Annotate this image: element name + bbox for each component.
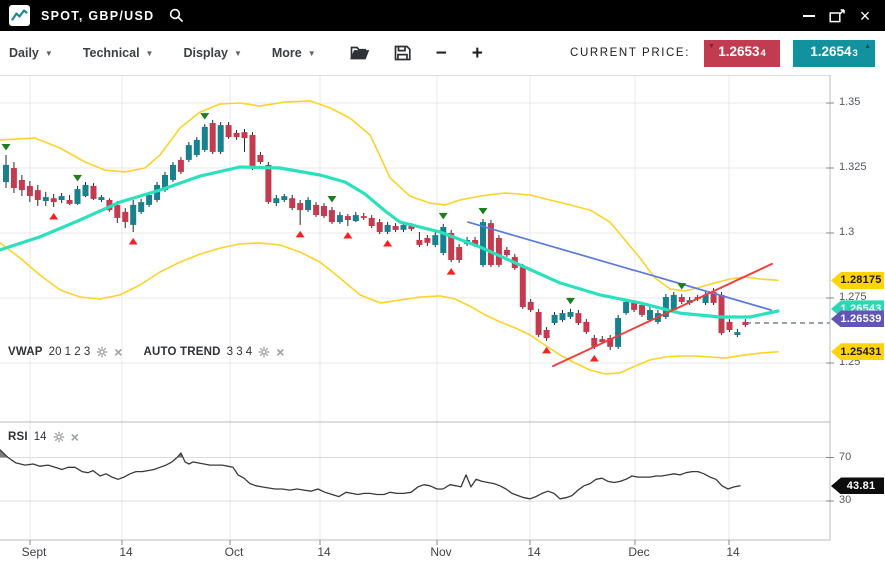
indicator-legend-rsi: RSI 14 ×: [8, 430, 79, 444]
close-icon: ×: [859, 5, 871, 26]
ask-price-pip: 3: [852, 47, 858, 59]
current-price-cluster: CURRENT PRICE: ▼ 1.2653 4 1.2654 3 ▲: [570, 39, 875, 67]
vwap-remove-icon[interactable]: ×: [114, 345, 122, 359]
minimize-icon: [803, 14, 815, 17]
zoom-out-button[interactable]: −: [436, 44, 447, 63]
rsi-remove-icon[interactable]: ×: [71, 430, 79, 444]
chevron-down-icon: ▼: [44, 48, 53, 58]
save-icon: [394, 45, 411, 61]
app-logo-icon: [9, 5, 30, 26]
menu-technical[interactable]: Technical ▼: [83, 46, 154, 60]
menu-display-label: Display: [183, 46, 228, 60]
close-icon: ×: [276, 344, 285, 360]
search-icon[interactable]: [169, 8, 184, 23]
save-button[interactable]: [394, 45, 411, 61]
arrow-up-icon: ▲: [864, 42, 871, 50]
menu-display[interactable]: Display ▼: [183, 46, 241, 60]
ask-price-badge: 1.2654 3 ▲: [793, 39, 875, 67]
close-icon: ×: [70, 429, 79, 445]
arrow-down-icon: ▼: [708, 42, 715, 50]
bid-price-badge: ▼ 1.2653 4: [704, 39, 780, 67]
bid-price-value: 1.2653: [718, 43, 760, 59]
close-button[interactable]: ×: [854, 5, 876, 27]
menu-technical-label: Technical: [82, 46, 140, 60]
auto-trend-params: 3 3 4: [226, 346, 253, 358]
auto-trend-settings-icon[interactable]: [258, 346, 270, 358]
chevron-down-icon: ▼: [233, 48, 242, 58]
menu-more[interactable]: More ▼: [272, 46, 316, 60]
rsi-label: RSI: [8, 431, 28, 443]
minimize-button[interactable]: [798, 5, 820, 27]
chevron-down-icon: ▼: [145, 48, 154, 58]
popout-icon: [829, 8, 845, 22]
vwap-settings-icon[interactable]: [96, 346, 108, 358]
current-price-label: CURRENT PRICE:: [570, 47, 690, 59]
ask-price-value: 1.2654: [810, 43, 852, 59]
auto-trend-remove-icon[interactable]: ×: [276, 345, 284, 359]
vwap-label: VWAP: [8, 346, 43, 358]
rsi-params: 14: [33, 431, 47, 443]
folder-open-icon: [349, 46, 369, 60]
plus-icon: +: [471, 42, 483, 64]
title-bar: SPOT, GBP/USD ×: [0, 0, 885, 31]
bid-price-pip: 4: [760, 47, 766, 59]
menu-more-label: More: [271, 46, 302, 60]
popout-button[interactable]: [826, 5, 848, 27]
vwap-params: 20 1 2 3: [48, 346, 91, 358]
window-controls: ×: [798, 5, 876, 27]
rsi-settings-icon[interactable]: [53, 431, 65, 443]
toolbar: Daily ▼ Technical ▼ Display ▼ More ▼ − + CUR…: [0, 31, 885, 75]
auto-trend-label: AUTO TREND: [143, 346, 221, 358]
window-title: SPOT, GBP/USD: [41, 8, 155, 23]
close-icon: ×: [114, 344, 123, 360]
menu-daily-label: Daily: [9, 46, 39, 60]
minus-icon: −: [435, 42, 447, 64]
indicator-legend-main: VWAP 20 1 2 3 × AUTO TREND 3 3 4 ×: [8, 345, 284, 359]
zoom-in-button[interactable]: +: [472, 44, 483, 63]
open-layout-button[interactable]: [349, 45, 369, 61]
menu-daily[interactable]: Daily ▼: [9, 46, 53, 60]
chevron-down-icon: ▼: [307, 48, 316, 58]
